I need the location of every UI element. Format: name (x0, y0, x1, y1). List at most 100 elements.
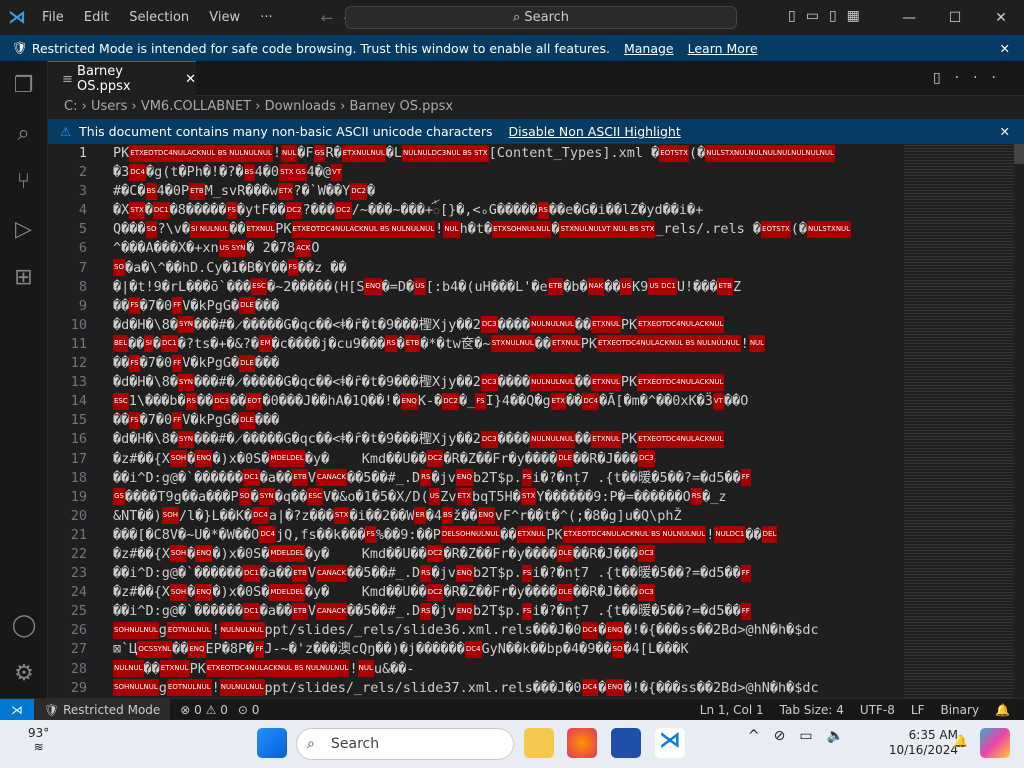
code-line[interactable]: 19 GS����T9g��a���PSO�SYN�q��ESCV�&o�1�5�… (48, 488, 904, 507)
bell-icon[interactable]: 🔔 (995, 702, 1010, 717)
maximize-button[interactable]: ☐ (948, 9, 962, 26)
toggle-secondary-sidebar-icon[interactable]: ▯ (828, 8, 837, 24)
editor-content[interactable]: 1 PKETXEOTDC4NULACKNUL BS NULNULNUL!NUL�F… (48, 144, 904, 698)
firefox-icon[interactable] (567, 728, 597, 758)
disable-highlight-link[interactable]: Disable Non ASCII Highlight (508, 124, 681, 139)
minimap[interactable] (904, 144, 1014, 698)
tab-barney-os[interactable]: ≡ Barney OS.ppsx ✕ (48, 61, 196, 96)
search-icon[interactable]: ⌕ (17, 120, 30, 146)
code-line[interactable]: 27 ⊠`ЦOCSSYNL��ENQEP�8P�FFJ-~�'z���澳cQŋ��… (48, 640, 904, 659)
remote-icon[interactable]: ⋊ (0, 698, 34, 721)
toggle-panel-icon[interactable]: ▭ (805, 8, 819, 24)
code-line[interactable]: 7 SO�a�\^��hD.Cy�1�B�Y��FS��z �� (48, 259, 904, 278)
code-line[interactable]: 22 �z#��{XSOH�ENQ�)x�0S�MDELDEL�y� Kmd��U… (48, 545, 904, 564)
customize-layout-icon[interactable]: ▦ (846, 8, 860, 24)
menu-selection[interactable]: Selection (129, 10, 190, 25)
code-line[interactable]: 9 ��FS�7�0FFV�kPgG�DLE��� (48, 297, 904, 316)
weather-widget[interactable]: 93° ≋ (28, 726, 50, 754)
start-icon[interactable] (257, 728, 287, 758)
command-center-search[interactable]: ⌕ Search (345, 6, 737, 29)
editor-actions[interactable]: ▯··· (932, 70, 1010, 86)
close-tab-icon[interactable]: ✕ (185, 71, 196, 87)
learn-more-link[interactable]: Learn More (687, 40, 758, 56)
chevron-up-icon[interactable]: ^ (747, 728, 760, 744)
display-icon[interactable]: ▭ (799, 728, 813, 744)
code-line[interactable]: 26 SOHNULNULgEOTNULNUL!NULNULNULppt/slide… (48, 621, 904, 640)
code-line[interactable]: 11 BEL��SI�DC1�?ts�+�&?�EM�c����j�cu9���R… (48, 335, 904, 354)
manage-link[interactable]: Manage (623, 40, 674, 56)
code-line[interactable]: 6 ^���A���X�+xnUS SYN� 2�78ACKO (48, 239, 904, 258)
taskbar-search[interactable]: ⌕ Search (296, 728, 514, 760)
explorer-icon[interactable]: ❐ (13, 72, 34, 98)
code-line[interactable]: 2 �3DC4�g(t�Ph�!�?�BS4�0STX GS4�@VT (48, 163, 904, 182)
code-line[interactable]: 29 SOHNULNULgEOTNULNUL!NULNULNULppt/slide… (48, 679, 904, 698)
network-icon[interactable]: ⊘ (773, 728, 786, 744)
text-segment: ���[�C8V�~U�*�W��O (113, 526, 260, 543)
menu-file[interactable]: File (42, 10, 64, 25)
code-line[interactable]: 25 ��i^D:g@�`������DC1�a��ETBVCANACK��5��… (48, 602, 904, 621)
code-line[interactable]: 12 ��FS�7�0FFV�kPgG�DLE��� (48, 354, 904, 373)
scrollbar[interactable] (1014, 144, 1024, 164)
minimize-button[interactable]: — (902, 9, 916, 26)
crumb[interactable]: Downloads (264, 99, 336, 114)
code-line[interactable]: 21 ���[�C8V�~U�*�W��ODC4jQ,fs��k���FS%��9… (48, 526, 904, 545)
close-button[interactable]: ✕ (995, 9, 1007, 26)
encoding[interactable]: UTF-8 (859, 702, 895, 717)
crumb[interactable]: Barney OS.ppsx (349, 99, 454, 114)
run-debug-icon[interactable]: ▷ (15, 216, 32, 242)
code-line[interactable]: 4 �XSTX�DC1�8�����FS�ytF��DC2?���DC2/~���… (48, 201, 904, 220)
layout-controls[interactable]: ▯ ▭ ▯ ▦ (788, 8, 860, 24)
line-text: ^���A���X�+xnUS SYN� 2�78ACKO (113, 239, 320, 258)
store-icon[interactable] (611, 728, 641, 758)
crumb[interactable]: Users (90, 99, 128, 114)
code-line[interactable]: 1 PKETXEOTDC4NULACKNUL BS NULNULNUL!NUL�F… (48, 144, 904, 163)
line-text: ��i^D:g@�`������DC1�a��ETBVCANACK��5��#_… (113, 602, 751, 621)
text-segment: ! (349, 660, 358, 677)
ports-status[interactable]: ⊙ 0 (237, 702, 260, 717)
code-line[interactable]: 15 ��FS�7�0FFV�kPgG�DLE��� (48, 411, 904, 430)
text-segment: ���� (497, 316, 531, 333)
code-line[interactable]: 16 �d�H�\8�SYN���#�̷�����G�qc��<ꬸ�ȓ�t�9��… (48, 430, 904, 449)
crumb[interactable]: C: (64, 99, 78, 114)
code-line[interactable]: 17 �z#��{XSOH�ENQ�)x�0S�MDELDEL�y� Kmd��U… (48, 450, 904, 469)
system-tray[interactable]: ^ ⊘ ▭ 🔈 (748, 728, 844, 744)
toggle-sidebar-icon[interactable]: ▯ (788, 8, 796, 24)
clock[interactable]: 6:35 AM 10/16/2024 (888, 728, 958, 757)
copilot-icon[interactable] (980, 728, 1010, 758)
control-char-highlight: ETXEOTDC4NULACKNUL (637, 373, 725, 391)
code-line[interactable]: 20 &NT��)SOH/l�}L��K�DC4a|�?z���STX�i��2�… (48, 507, 904, 526)
manage-gear-icon[interactable]: ⚙ (14, 660, 34, 686)
eol[interactable]: LF (910, 702, 925, 717)
tab-size[interactable]: Tab Size: 4 (779, 702, 844, 717)
close-icon[interactable]: ✕ (999, 40, 1010, 56)
problems-status[interactable]: ⊗ 0 ⚠ 0 (180, 702, 228, 717)
menu-view[interactable]: View (209, 10, 241, 25)
code-line[interactable]: 14 ESC1\���b�RS��DC3��EOT�0���J��hA�1Q��!… (48, 392, 904, 411)
text-segment: �a�� (259, 565, 293, 582)
vscode-taskbar-icon[interactable]: ⋊ (655, 728, 685, 758)
code-line[interactable]: 3 #�C�BS4�0PETBM_svR���wETX?�`W��YDC2� (48, 182, 904, 201)
code-line[interactable]: 23 ��i^D:g@�`������DC1�a��ETBVCANACK��5��… (48, 564, 904, 583)
close-icon[interactable]: ✕ (999, 124, 1010, 139)
restricted-mode-status[interactable]: 🛡 Restricted Mode (34, 698, 171, 721)
file-explorer-icon[interactable] (524, 728, 554, 758)
notification-bell-icon[interactable]: 🔔 (953, 734, 968, 748)
accounts-icon[interactable]: ◯ (11, 612, 37, 638)
language-mode[interactable]: Binary (940, 702, 980, 717)
crumb[interactable]: VM6.COLLABNET (140, 99, 252, 114)
code-line[interactable]: 18 ��i^D:g@�`������DC1�a��ETBVCANACK��5��… (48, 469, 904, 488)
code-line[interactable]: 5 Q���SO?\v�SI NULNUL��ETXNULPKETXEOTDC4N… (48, 220, 904, 239)
breadcrumb: C: › Users › VM6.COLLABNET › Downloads ›… (64, 99, 454, 114)
text-segment: �� (113, 355, 130, 372)
menu-edit[interactable]: Edit (83, 10, 110, 25)
code-line[interactable]: 24 �z#��{XSOH�ENQ�)x�0S�MDELDEL�y� Kmd��U… (48, 583, 904, 602)
menu-more[interactable]: ··· (260, 10, 273, 25)
code-line[interactable]: 13 �d�H�\8�SYN���#�̷�����G�qc��<ꬸ�ȓ�t�9��… (48, 373, 904, 392)
extensions-icon[interactable]: ⊞ (14, 264, 33, 290)
volume-icon[interactable]: 🔈 (826, 728, 844, 744)
source-control-icon[interactable]: ⑂ (16, 168, 31, 194)
code-line[interactable]: 28 NULNUL��ETXNULPKETXEOTDC4NULACKNUL BS … (48, 660, 904, 679)
cursor-position[interactable]: Ln 1, Col 1 (699, 702, 764, 717)
code-line[interactable]: 8 �|�t!9�rL���ō`���ESC�~2�����(H[SENQ�=D�… (48, 278, 904, 297)
code-line[interactable]: 10 �d�H�\8�SYN���#�̷�����G�qc��<ꬸ�ȓ�t�9��… (48, 316, 904, 335)
